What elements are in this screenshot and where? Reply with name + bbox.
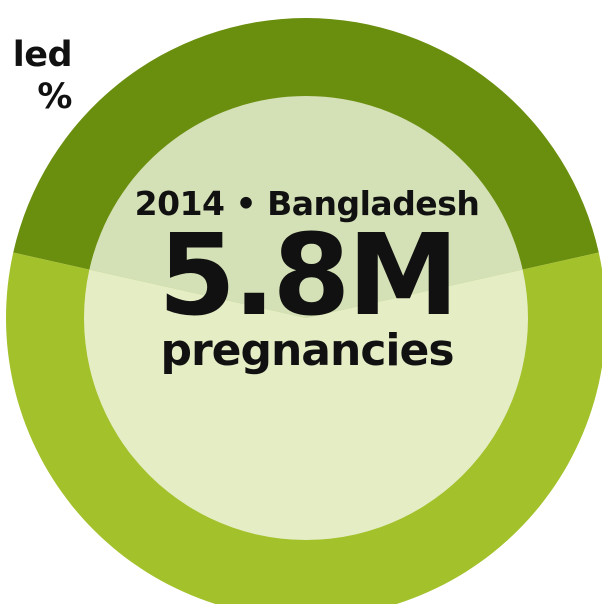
center-subtitle: 2014 • Bangladesh — [134, 184, 480, 223]
center-unit: pregnancies — [160, 325, 454, 376]
pie-slice-inner-2 — [83, 269, 529, 541]
side-label: led % — [12, 34, 73, 118]
side-label-line1: led — [12, 35, 73, 75]
center-label: 2014 • Bangladesh 5.8M pregnancies — [102, 184, 512, 376]
pie-slice-inner-1 — [89, 96, 523, 319]
side-label-line2: % — [37, 77, 72, 117]
center-value: 5.8M — [158, 211, 459, 341]
